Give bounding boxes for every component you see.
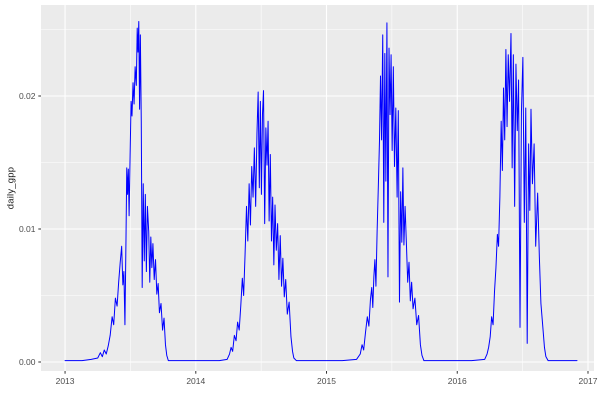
x-tick-label: 2017 [579,376,598,386]
y-tick-label: 0.02 [19,91,36,101]
x-tick-label: 2015 [317,376,336,386]
y-tick-label: 0.00 [19,357,36,367]
x-tick-label: 2016 [448,376,467,386]
x-tick-label: 2013 [56,376,75,386]
y-axis-title: daily_gpp [5,166,17,210]
panel-background [41,5,594,371]
y-tick-label: 0.01 [19,224,36,234]
x-tick-label: 2014 [186,376,205,386]
axis-ticks: 2013 2014 2015 2016 2017 0.00 0.01 0.02 [19,91,598,386]
gpp-line-series [64,21,578,362]
gridlines-major [41,5,594,371]
